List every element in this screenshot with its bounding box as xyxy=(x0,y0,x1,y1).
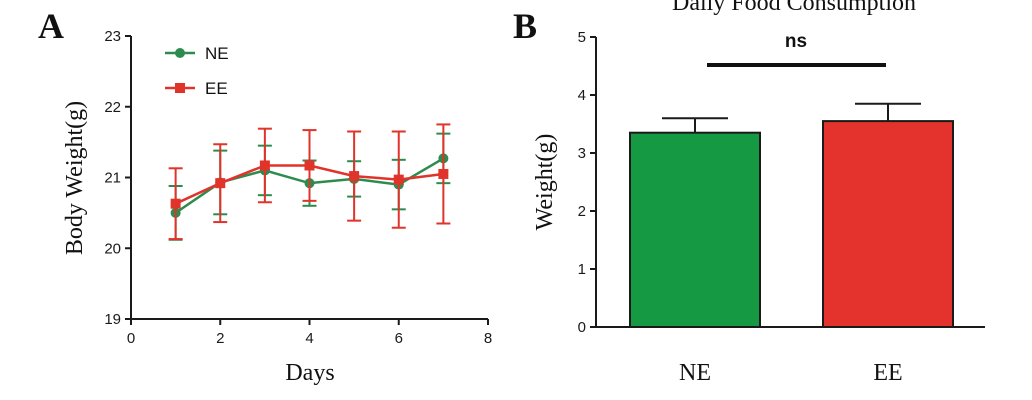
panel-b-bars xyxy=(629,102,954,328)
legend-label-ne: NE xyxy=(205,44,229,63)
legend-entry-ee: EE xyxy=(165,79,228,98)
panel-a-legend: NE EE xyxy=(165,44,229,98)
significance-label: ns xyxy=(785,31,807,52)
panel-a-x-axis-label: Days xyxy=(285,360,334,386)
panel-a: A 19 20 21 22 23 0 2 4 6 8 Days Body Weight(g) N… xyxy=(38,6,492,386)
data-point xyxy=(393,174,404,185)
panel-a-y-axis-label: Body Weight(g) xyxy=(62,101,88,255)
y-tick-label: 0 xyxy=(578,319,586,336)
y-tick-label: 22 xyxy=(104,99,121,116)
data-point xyxy=(170,198,181,209)
legend-label-ee: EE xyxy=(205,79,228,98)
panel-b-x-labels: NE EE xyxy=(679,360,903,386)
y-tick-label: 1 xyxy=(578,261,586,278)
x-tick-label: 6 xyxy=(395,330,403,347)
panel-b-y-axis-label: Weight(g) xyxy=(532,134,558,231)
x-category-label: EE xyxy=(873,360,902,386)
y-tick-label: 4 xyxy=(578,87,586,104)
y-tick-label: 3 xyxy=(578,145,586,162)
y-tick-label: 21 xyxy=(104,170,121,187)
panel-a-series xyxy=(168,123,451,241)
x-category-label: NE xyxy=(679,360,711,386)
y-tick-label: 5 xyxy=(578,29,586,46)
x-tick-label: 4 xyxy=(305,330,313,347)
series-ee xyxy=(168,123,451,241)
panel-b-title: Daily Food Consumption xyxy=(672,0,916,16)
y-tick-label: 2 xyxy=(578,203,586,220)
panel-b-label: B xyxy=(513,6,537,46)
y-tick-label: 23 xyxy=(104,28,121,45)
x-tick-label: 0 xyxy=(127,330,135,347)
x-tick-label: 2 xyxy=(216,330,224,347)
panel-a-y-ticks: 19 20 21 22 23 xyxy=(104,28,131,328)
bar-ee xyxy=(822,120,954,328)
panel-a-x-ticks: 0 2 4 6 8 xyxy=(127,319,492,347)
data-point xyxy=(215,178,226,189)
data-point xyxy=(349,171,360,182)
panel-b-y-ticks: 0 1 2 3 4 5 xyxy=(578,29,596,336)
data-point xyxy=(259,160,270,171)
bar-ne xyxy=(629,131,761,328)
legend-entry-ne: NE xyxy=(165,44,229,63)
data-point xyxy=(438,168,449,179)
y-tick-label: 20 xyxy=(104,240,121,257)
legend-marker-ee xyxy=(175,83,185,93)
panel-b: B Daily Food Consumption 0 1 2 3 4 5 Weight(g… xyxy=(513,0,985,386)
legend-marker-ne xyxy=(175,48,185,58)
panel-a-label: A xyxy=(38,6,64,46)
y-tick-label: 19 xyxy=(104,311,121,328)
data-point xyxy=(304,160,315,171)
x-tick-label: 8 xyxy=(484,330,492,347)
